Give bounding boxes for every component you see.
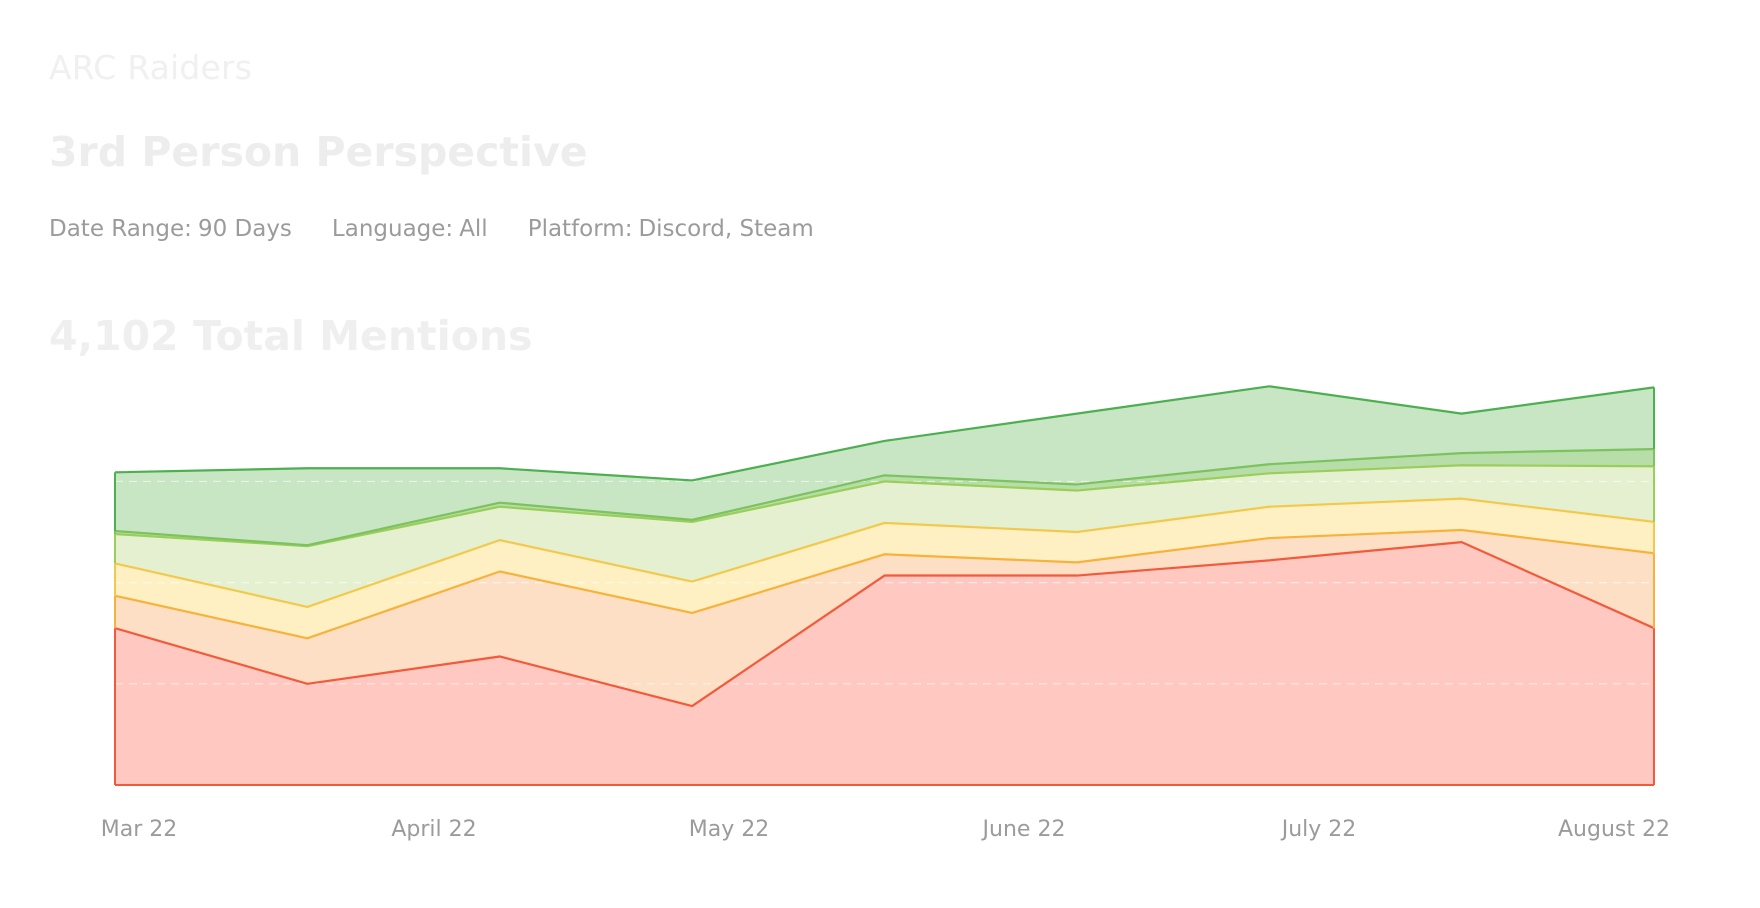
area-series-4	[115, 465, 1654, 607]
line-series-3	[114, 497, 1655, 609]
date-range-filter[interactable]: Date Range: 90 Days	[49, 216, 292, 242]
language-filter[interactable]: Language: All	[332, 216, 488, 242]
total-mentions: 4,102 Total Mentions	[49, 312, 533, 360]
filter-bar: Date Range: 90 Days Language: All Platfo…	[49, 216, 814, 242]
line-series-1	[114, 541, 1655, 708]
x-tick-label: June 22	[981, 817, 1066, 842]
language-value: All	[459, 216, 488, 242]
line-series-4	[114, 464, 1655, 548]
date-range-value: 90 Days	[197, 216, 292, 242]
x-tick-label: Mar 22	[101, 817, 178, 842]
platform-value: Discord, Steam	[638, 216, 814, 242]
date-range-label: Date Range:	[49, 216, 192, 242]
area-series-3	[115, 498, 1654, 639]
game-name: ARC Raiders	[49, 48, 253, 87]
x-tick-label: July 22	[1280, 817, 1357, 842]
x-tick-label: August 22	[1558, 817, 1670, 842]
x-tick-label: April 22	[391, 817, 476, 842]
area-series-1	[115, 542, 1654, 785]
area-series-6	[115, 386, 1654, 546]
line-series-6	[114, 385, 1655, 482]
x-tick-label: May 22	[689, 817, 769, 842]
platform-label: Platform:	[527, 216, 633, 242]
language-label: Language:	[331, 216, 454, 242]
line-series-5	[114, 447, 1655, 547]
platform-filter[interactable]: Platform: Discord, Steam	[528, 216, 814, 242]
page-title: 3rd Person Perspective	[49, 128, 588, 176]
area-series-2	[115, 530, 1654, 707]
line-series-2	[114, 528, 1655, 640]
